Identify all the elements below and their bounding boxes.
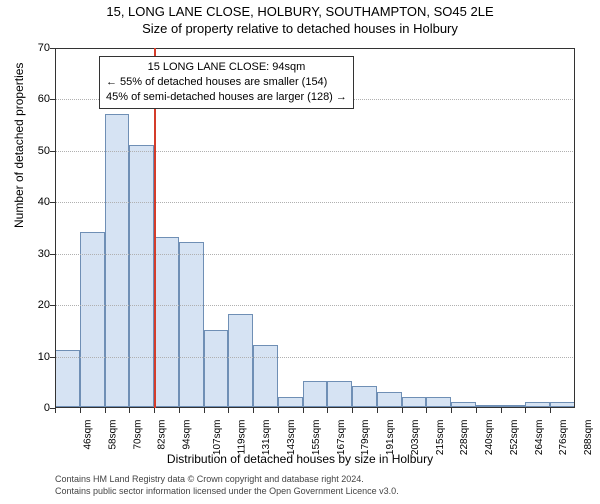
x-tick	[451, 408, 452, 413]
x-tick-label: 215sqm	[435, 420, 446, 456]
x-tick	[129, 408, 130, 413]
y-tick-label: 20	[25, 299, 50, 311]
annotation-line: 15 LONG LANE CLOSE: 94sqm	[106, 60, 347, 75]
x-tick-label: 252sqm	[509, 420, 520, 456]
x-tick	[228, 408, 229, 413]
annotation-line: 45% of semi-detached houses are larger (…	[106, 90, 347, 105]
x-axis-label: Distribution of detached houses by size …	[0, 452, 600, 466]
x-tick	[253, 408, 254, 413]
y-tick	[50, 305, 55, 306]
x-tick	[80, 408, 81, 413]
x-tick-label: 167sqm	[336, 420, 347, 456]
chart-title: 15, LONG LANE CLOSE, HOLBURY, SOUTHAMPTO…	[0, 4, 600, 19]
y-tick-label: 50	[25, 145, 50, 157]
x-tick	[426, 408, 427, 413]
x-tick-label: 264sqm	[534, 420, 545, 456]
x-tick	[352, 408, 353, 413]
x-tick-label: 70sqm	[132, 420, 143, 450]
footnote: Contains HM Land Registry data © Crown c…	[55, 474, 364, 484]
x-tick-label: 82sqm	[157, 420, 168, 450]
x-tick	[501, 408, 502, 413]
x-tick-label: 191sqm	[385, 420, 396, 456]
x-tick	[327, 408, 328, 413]
x-tick	[204, 408, 205, 413]
y-tick-label: 30	[25, 248, 50, 260]
y-tick	[50, 151, 55, 152]
x-tick	[105, 408, 106, 413]
y-tick	[50, 99, 55, 100]
x-tick-label: 288sqm	[583, 420, 594, 456]
annotation-box: 15 LONG LANE CLOSE: 94sqm ← 55% of detac…	[99, 56, 354, 109]
y-tick	[50, 357, 55, 358]
x-tick-label: 179sqm	[360, 420, 371, 456]
x-tick	[179, 408, 180, 413]
x-tick-label: 46sqm	[83, 420, 94, 450]
x-tick	[303, 408, 304, 413]
y-axis-label: Number of detached properties	[12, 63, 26, 228]
y-tick	[50, 254, 55, 255]
y-tick	[50, 48, 55, 49]
y-tick-label: 70	[25, 42, 50, 54]
x-tick-label: 203sqm	[410, 420, 421, 456]
y-tick-label: 60	[25, 93, 50, 105]
chart-area: 010203040506070 46sqm58sqm70sqm82sqm94sq…	[55, 48, 575, 408]
y-tick	[50, 202, 55, 203]
x-tick	[154, 408, 155, 413]
x-tick	[476, 408, 477, 413]
footnote: Contains public sector information licen…	[55, 486, 399, 496]
x-tick-label: 155sqm	[311, 420, 322, 456]
x-tick-label: 240sqm	[484, 420, 495, 456]
x-tick	[550, 408, 551, 413]
y-tick-label: 10	[25, 351, 50, 363]
annotation-line: ← 55% of detached houses are smaller (15…	[106, 75, 347, 90]
x-tick-label: 143sqm	[286, 420, 297, 456]
x-tick-label: 94sqm	[182, 420, 193, 450]
y-tick-label: 0	[25, 402, 50, 414]
x-tick-label: 276sqm	[559, 420, 570, 456]
x-tick-label: 58sqm	[107, 420, 118, 450]
x-tick	[525, 408, 526, 413]
chart-subtitle: Size of property relative to detached ho…	[0, 21, 600, 36]
y-tick-label: 40	[25, 196, 50, 208]
x-tick	[402, 408, 403, 413]
x-tick	[55, 408, 56, 413]
x-tick-label: 119sqm	[236, 420, 247, 455]
x-tick	[278, 408, 279, 413]
x-tick	[377, 408, 378, 413]
x-tick-label: 131sqm	[261, 420, 272, 456]
x-tick-label: 228sqm	[460, 420, 471, 456]
x-tick-label: 107sqm	[212, 420, 223, 456]
